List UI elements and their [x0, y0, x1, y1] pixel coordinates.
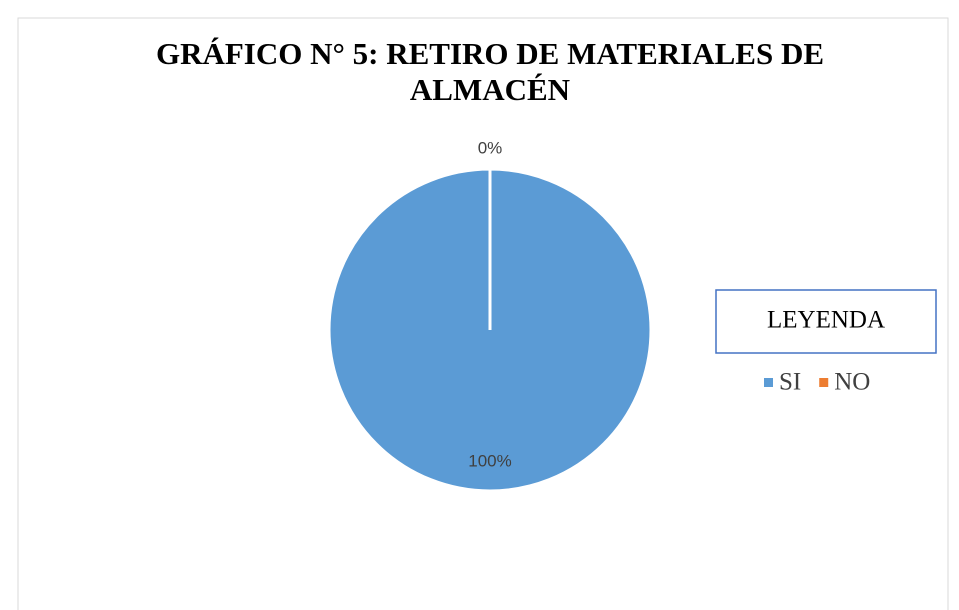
- legend-box: [715, 289, 937, 354]
- legend-title: LEYENDA: [767, 307, 885, 334]
- legend-marker: [819, 378, 829, 387]
- legend-label: NO: [834, 369, 870, 396]
- chart-title: GRÁFICO N° 5: RETIRO DE MATERIALES DE AL…: [155, 36, 825, 107]
- chart-frame: [17, 17, 949, 610]
- data-label: 100%: [468, 452, 511, 471]
- legend-marker: [764, 378, 773, 387]
- data-label: 0%: [478, 138, 503, 157]
- legend-label: SI: [779, 369, 801, 396]
